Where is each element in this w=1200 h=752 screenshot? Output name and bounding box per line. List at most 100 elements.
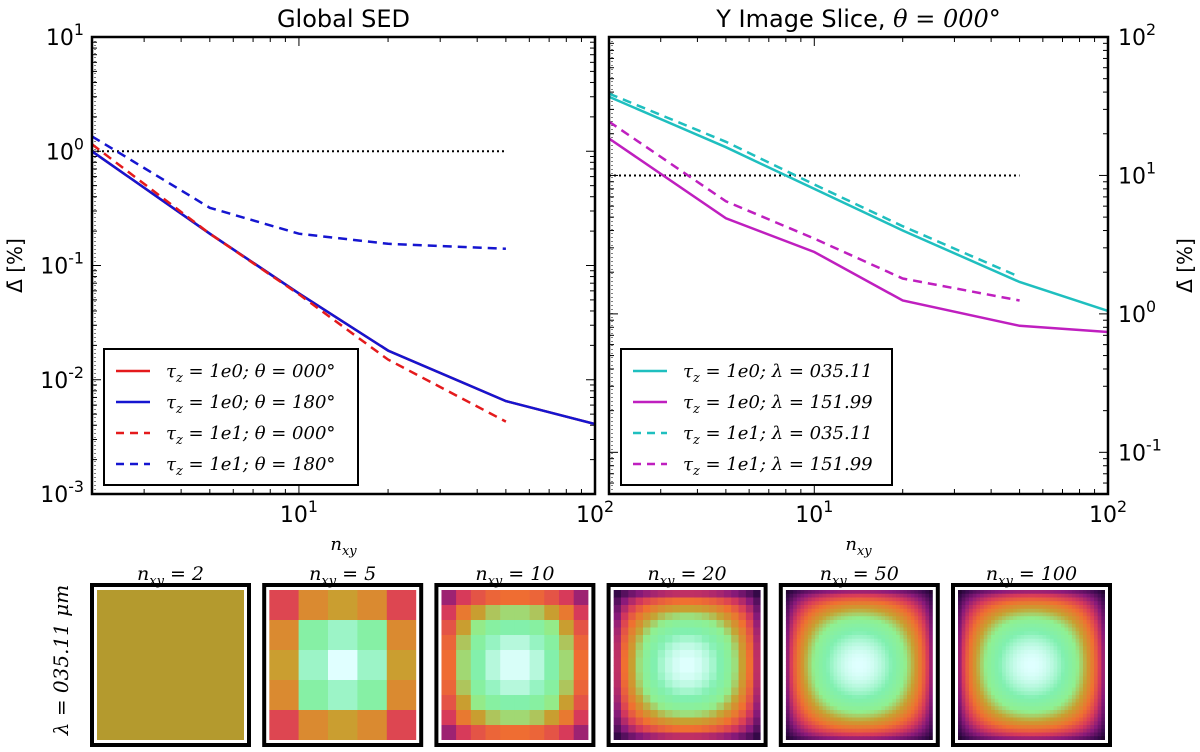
image-pixel [980,623,985,629]
image-pixel [701,710,710,719]
image-pixel [929,627,934,632]
image-pixel [800,687,805,692]
image-pixel [1016,676,1022,681]
image-pixel [859,736,864,741]
image-pixel [829,698,835,704]
image-pixel [709,732,718,741]
image-pixel [1009,676,1014,681]
image-pixel [1027,728,1033,734]
image-pixel [994,721,1000,726]
image-pixel [918,631,923,636]
image-pixel [983,623,988,629]
image-pixel [796,717,802,722]
image-pixel [965,631,970,636]
image-pixel [753,695,762,704]
image-pixel [1042,672,1047,677]
image-pixel [807,597,813,602]
image-pixel [613,710,622,719]
image-pixel [1086,665,1091,670]
image-pixel [885,653,890,659]
image-pixel [961,635,966,640]
image-pixel [1027,635,1033,640]
image-pixel [793,601,798,606]
image-pixel [998,590,1003,595]
image-pixel [859,631,864,636]
image-pixel [1071,683,1077,689]
image-pixel [840,642,846,647]
image-pixel [1093,620,1099,625]
image-pixel [1042,728,1047,734]
image-pixel [1002,710,1007,715]
image-pixel [694,717,703,726]
image-pixel [896,695,901,700]
image-pixel [1002,691,1007,696]
image-pixel [998,695,1003,700]
image-pixel [972,623,977,629]
image-pixel [881,612,886,617]
image-pixel [1035,653,1040,659]
image-pixel [965,676,970,681]
image-pixel [972,661,977,666]
image-pixel [643,590,651,599]
image-pixel [1079,638,1084,644]
image-pixel [980,672,985,677]
image-pixel [983,676,988,681]
image-pixel [441,680,457,696]
image-pixel [1060,721,1066,726]
image-pixel [980,616,985,621]
image-pixel [844,698,849,704]
image-pixel [855,631,860,636]
image-pixel [1038,597,1044,602]
image-pixel [833,695,838,700]
image-pixel [826,691,831,696]
image-pixel [862,702,868,707]
image-pixel [485,605,501,621]
image-pixel [983,695,988,700]
image-pixel [903,646,908,651]
image-pixel [796,736,802,741]
image-pixel [983,616,988,621]
image-pixel [1075,736,1080,741]
image-pixel [840,627,846,632]
image-pixel [800,702,805,707]
image-pixel [687,725,696,734]
image-pixel [1038,665,1044,670]
image-pixel [907,650,912,655]
image-pixel [921,710,927,715]
image-pixel [1097,680,1102,685]
image-pixel [1053,605,1058,610]
image-pixel [1049,653,1055,659]
image-pixel [1064,698,1069,704]
image-pixel [870,691,875,696]
image-pixel [866,676,871,681]
image-pixel [804,605,809,610]
image-pixel [818,593,824,599]
image-pixel [701,635,710,644]
image-pixel [1064,657,1069,662]
image-pixel [811,650,816,655]
image-pixel [914,608,919,614]
image-pixel [1053,631,1058,636]
image-pixel [862,623,868,629]
image-pixel [929,691,934,696]
image-pixel [965,691,970,696]
image-pixel [987,676,992,681]
image-pixel [969,612,974,617]
image-pixel [1027,698,1033,704]
image-pixel [837,732,842,737]
image-pixel [991,612,996,617]
image-pixel [709,657,718,666]
image-pixel [643,657,651,666]
image-pixel [1075,713,1080,719]
image-pixel [1013,612,1018,617]
image-pixel [1016,725,1022,730]
image-pixel [1002,732,1007,737]
image-pixel [961,721,966,726]
image-pixel [815,668,820,674]
image-pixel [1016,612,1022,617]
image-pixel [844,642,849,647]
image-pixel [918,627,923,632]
image-pixel [1101,616,1106,621]
y-tick-label: 10-1 [1118,435,1162,466]
image-pixel [877,608,882,614]
